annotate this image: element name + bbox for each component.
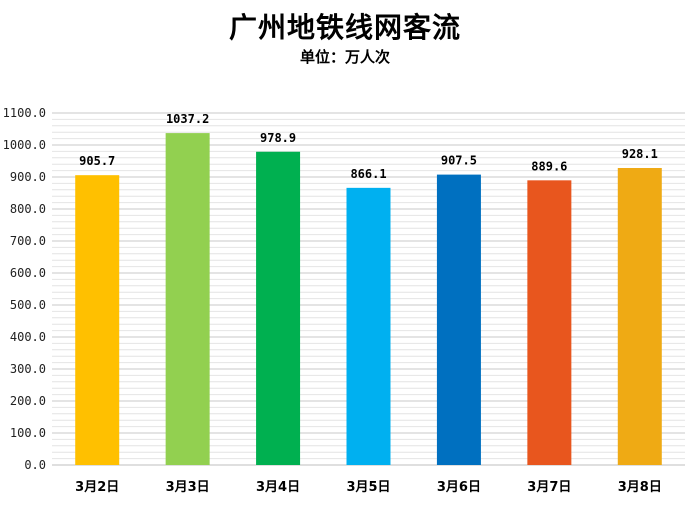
bar <box>75 175 120 465</box>
y-tick-label: 0.0 <box>24 458 46 472</box>
bar <box>436 174 481 465</box>
y-tick-label: 400.0 <box>10 330 46 344</box>
bar <box>617 168 662 465</box>
y-tick-label: 100.0 <box>10 426 46 440</box>
y-tick-label: 500.0 <box>10 298 46 312</box>
bar <box>346 187 391 465</box>
y-tick-label: 1000.0 <box>3 138 46 152</box>
y-tick-label: 200.0 <box>10 394 46 408</box>
x-category-label: 3月2日 <box>75 480 119 495</box>
data-label: 866.1 <box>350 167 386 181</box>
data-label: 1037.2 <box>166 112 209 126</box>
x-category-label: 3月5日 <box>346 480 390 495</box>
y-tick-labels: 0.0 100.0 200.0 300.0 400.0 500.0 600.0 700.0 80… <box>3 106 46 472</box>
y-tick-label: 900.0 <box>10 170 46 184</box>
chart-subtitle: 单位：万人次 <box>299 48 390 66</box>
y-tick-label: 600.0 <box>10 266 46 280</box>
data-labels: 905.7 1037.2 978.9 866.1 907.5 889.6 928.1 <box>79 112 658 181</box>
x-category-labels: 3月2日 3月3日 3月4日 3月5日 3月6日 3月7日 3月8日 <box>75 480 662 495</box>
x-category-label: 3月8日 <box>618 480 662 495</box>
y-tick-label: 700.0 <box>10 234 46 248</box>
bar <box>256 151 301 465</box>
chart-title: 广州地铁线网客流 <box>228 11 461 44</box>
data-label: 907.5 <box>441 154 477 168</box>
x-category-label: 3月4日 <box>256 480 300 495</box>
bars-group <box>75 133 662 465</box>
x-category-label: 3月6日 <box>437 480 481 495</box>
bar <box>165 133 210 465</box>
x-category-label: 3月3日 <box>166 480 210 495</box>
x-category-label: 3月7日 <box>527 480 571 495</box>
y-tick-label: 800.0 <box>10 202 46 216</box>
y-tick-label: 300.0 <box>10 362 46 376</box>
bar <box>527 180 572 465</box>
y-tick-label: 1100.0 <box>3 106 46 120</box>
data-label: 928.1 <box>622 147 658 161</box>
data-label: 978.9 <box>260 131 296 145</box>
data-label: 905.7 <box>79 154 115 168</box>
data-label: 889.6 <box>531 159 567 173</box>
